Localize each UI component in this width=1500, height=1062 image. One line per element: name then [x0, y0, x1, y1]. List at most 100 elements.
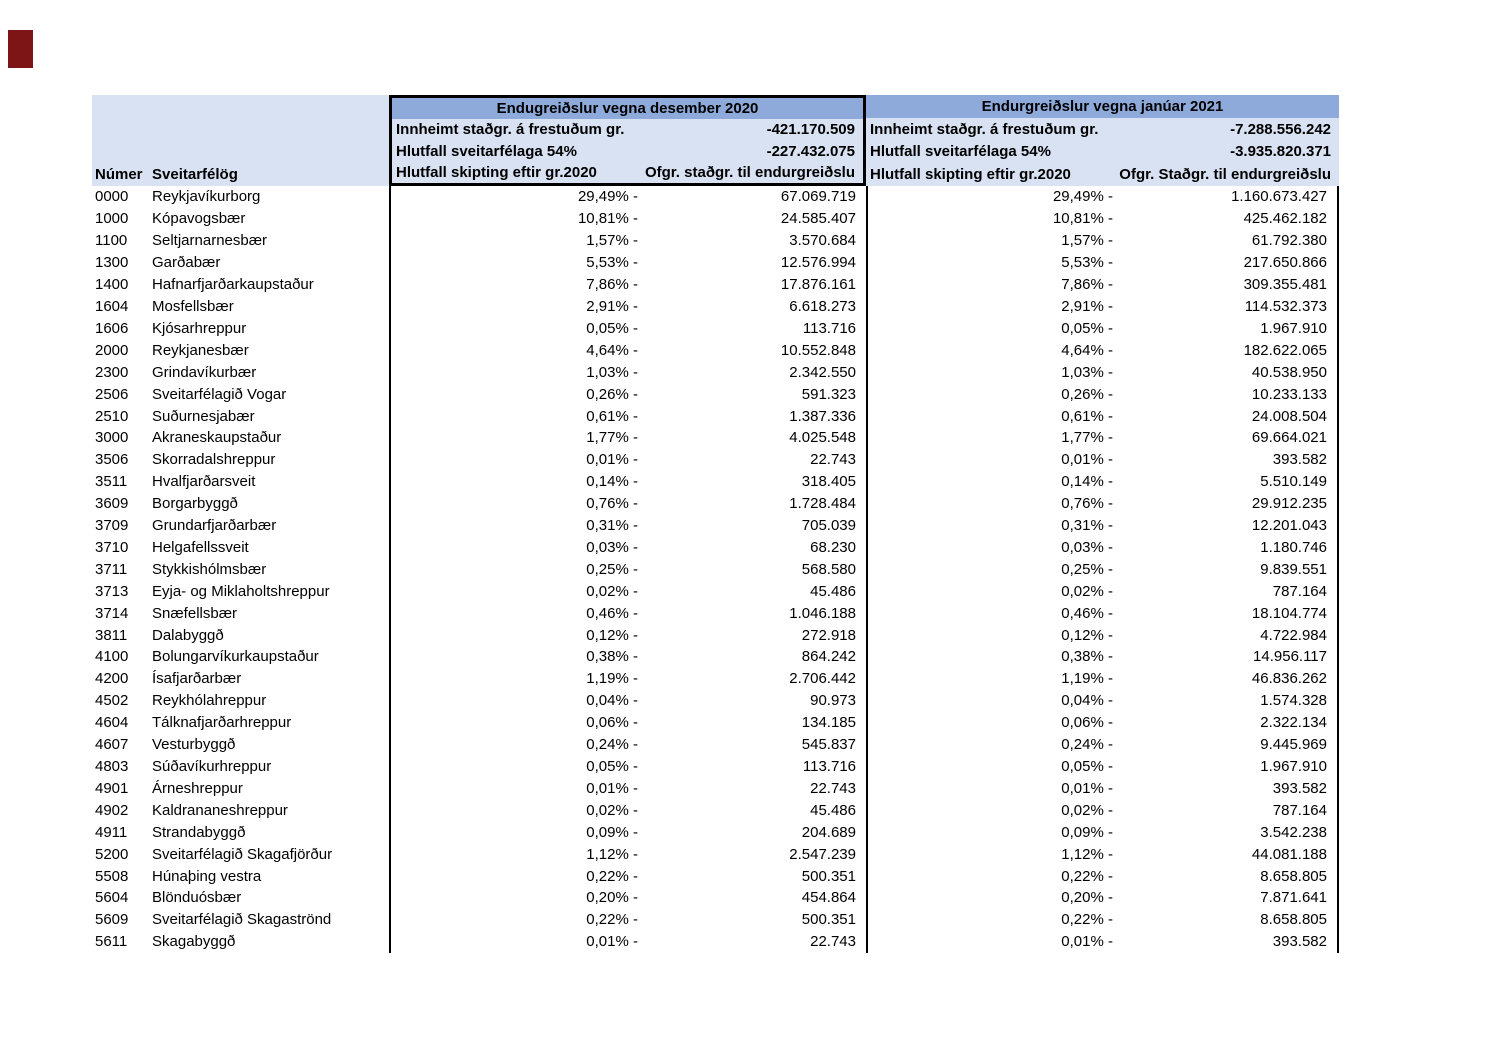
cell-municipality-name: Húnaþing vestra: [152, 867, 262, 885]
cell-dec-value: 568.580: [801, 560, 856, 578]
cell-jan-value: 40.538.950: [1117, 361, 1339, 384]
table-row: 2000 Reykjanesbær 4,64% - 10.552.848 4,6…: [92, 339, 1339, 362]
cell-municipality-code: 4100: [95, 648, 129, 666]
cell-jan-value: 9.445.969: [1117, 733, 1339, 756]
table-row: 3709 Grundarfjarðarbær 0,31% - 705.039 0…: [92, 514, 1339, 537]
cell-municipality-code: 4803: [95, 758, 129, 776]
cell-dec-percent: 0,06% -: [389, 711, 642, 734]
cell-dec-value: 12.576.994: [780, 254, 856, 272]
cell-jan-percent: 4,64% -: [866, 339, 1117, 362]
cell-municipality-code: 1300: [95, 254, 129, 272]
cell-dec-value: 68.230: [810, 538, 856, 556]
cell-municipality-name: Grindavíkurbær: [152, 363, 257, 381]
table-row: 5508 Húnaþing vestra 0,22% - 500.351 0,2…: [92, 865, 1339, 887]
cell-municipality-name: Sveitarfélagið Skagaströnd: [152, 911, 332, 929]
cell-municipality-name: Hafnarfjarðarkaupstaður: [152, 276, 314, 294]
cell-jan-percent: 0,20% -: [866, 887, 1117, 909]
cell-jan-percent: 0,01% -: [866, 930, 1117, 953]
cell-dec-percent: 0,12% -: [389, 624, 642, 647]
cell-municipality-name: Ísafjarðarbær: [152, 670, 242, 688]
cell-municipality-code: 4607: [95, 736, 129, 754]
cell-jan-percent: 0,04% -: [866, 689, 1117, 712]
cell-municipality-code: 4200: [95, 670, 129, 688]
table-row: 4502 Reykhólahreppur 0,04% - 90.973 0,04…: [92, 689, 1339, 712]
dec-hlutfall-value: -227.432.075: [766, 142, 855, 160]
cell-jan-value: 4.722.984: [1117, 624, 1339, 647]
cell-municipality-code: 1000: [95, 210, 129, 228]
dec-innheimt-label: Innheimt staðgr. á frestuðum gr.: [396, 121, 625, 139]
cell-jan-percent: 0,61% -: [866, 405, 1117, 427]
cell-dec-percent: 4,64% -: [389, 339, 642, 362]
cell-dec-value: 2.342.550: [789, 363, 856, 381]
cell-municipality-name: Bolungarvíkurkaupstaður: [152, 648, 319, 666]
table-row: 4200 Ísafjarðarbær 1,19% - 2.706.442 1,1…: [92, 667, 1339, 690]
table-row: 4911 Strandabyggð 0,09% - 204.689 0,09% …: [92, 821, 1339, 844]
cell-dec-value: 3.570.684: [789, 232, 856, 250]
cell-municipality-name: Seltjarnarnesbær: [152, 232, 268, 250]
cell-jan-percent: 0,24% -: [866, 733, 1117, 756]
cell-dec-percent: 10,81% -: [389, 207, 642, 230]
cell-dec-value: 500.351: [801, 867, 856, 885]
cell-dec-percent: 0,01% -: [389, 448, 642, 471]
cell-dec-percent: 0,04% -: [389, 689, 642, 712]
table-row: 3811 Dalabyggð 0,12% - 272.918 0,12% - 4…: [92, 624, 1339, 647]
cell-dec-percent: 29,49% -: [389, 186, 642, 208]
cell-municipality-code: 5200: [95, 845, 129, 863]
cell-jan-value: 46.836.262: [1117, 667, 1339, 690]
cell-jan-value: 5.510.149: [1117, 470, 1339, 493]
table-row: 1606 Kjósarhreppur 0,05% - 113.716 0,05%…: [92, 317, 1339, 340]
cell-municipality-code: 4901: [95, 779, 129, 797]
cell-municipality-code: 3511: [95, 473, 128, 491]
cell-dec-value: 45.486: [810, 582, 856, 600]
cell-jan-percent: 29,49% -: [866, 186, 1117, 208]
cell-dec-value: 454.864: [801, 889, 856, 907]
jan-hlutfall-value: -3.935.820.371: [1230, 143, 1331, 161]
table-row: 4607 Vesturbyggð 0,24% - 545.837 0,24% -…: [92, 733, 1339, 756]
cell-municipality-code: 3709: [95, 517, 129, 535]
jan-skipting-column-header: Hlutfall skipting eftir gr.2020: [870, 166, 1071, 184]
cell-municipality-name: Hvalfjarðarsveit: [152, 473, 256, 491]
cell-dec-percent: 0,01% -: [389, 777, 642, 800]
cell-jan-percent: 0,09% -: [866, 821, 1117, 844]
cell-municipality-code: 5609: [95, 911, 129, 929]
cell-municipality-name: Sveitarfélagið Vogar: [152, 385, 287, 403]
cell-dec-percent: 0,26% -: [389, 383, 642, 406]
dec-ofgr-column-header: Ofgr. staðgr. til endurgreiðslu: [644, 163, 855, 181]
cell-municipality-code: 4902: [95, 801, 129, 819]
cell-dec-value: 67.069.719: [780, 188, 856, 206]
cell-dec-percent: 2,91% -: [389, 295, 642, 318]
cell-municipality-name: Blönduósbær: [152, 889, 242, 907]
cell-municipality-name: Eyja- og Miklaholtshreppur: [152, 582, 330, 600]
cell-municipality-code: 2300: [95, 363, 129, 381]
cell-jan-value: 393.582: [1117, 448, 1339, 471]
cell-dec-percent: 1,19% -: [389, 667, 642, 690]
cell-jan-percent: 0,02% -: [866, 799, 1117, 822]
cell-jan-value: 29.912.235: [1117, 492, 1339, 515]
cell-dec-value: 22.743: [810, 451, 856, 469]
cell-jan-value: 3.542.238: [1117, 821, 1339, 844]
table-row: 4100 Bolungarvíkurkaupstaður 0,38% - 864…: [92, 646, 1339, 668]
cell-municipality-code: 5604: [95, 889, 129, 907]
cell-municipality-name: Reykjavíkurborg: [152, 188, 261, 206]
cell-municipality-name: Kaldrananeshreppur: [152, 801, 288, 819]
cell-jan-percent: 1,12% -: [866, 843, 1117, 866]
cell-dec-value: 10.552.848: [780, 341, 856, 359]
table-row: 3711 Stykkishólmsbær 0,25% - 568.580 0,2…: [92, 558, 1339, 581]
table-row: 1000 Kópavogsbær 10,81% - 24.585.407 10,…: [92, 207, 1339, 230]
cell-municipality-name: Strandabyggð: [152, 823, 246, 841]
cell-municipality-name: Borgarbyggð: [152, 495, 238, 513]
cell-jan-percent: 0,76% -: [866, 492, 1117, 515]
cell-dec-value: 591.323: [801, 385, 856, 403]
cell-municipality-code: 2000: [95, 341, 129, 359]
cell-municipality-code: 1400: [95, 276, 129, 294]
cell-dec-value: 204.689: [801, 823, 856, 841]
cell-dec-percent: 5,53% -: [389, 251, 642, 274]
cell-municipality-code: 3609: [95, 495, 129, 513]
table-row: 1604 Mosfellsbær 2,91% - 6.618.273 2,91%…: [92, 295, 1339, 318]
cell-jan-value: 393.582: [1117, 777, 1339, 800]
cell-dec-percent: 1,03% -: [389, 361, 642, 384]
cell-jan-percent: 2,91% -: [866, 295, 1117, 318]
cell-municipality-name: Skagabyggð: [152, 933, 236, 951]
cell-dec-percent: 0,61% -: [389, 405, 642, 427]
